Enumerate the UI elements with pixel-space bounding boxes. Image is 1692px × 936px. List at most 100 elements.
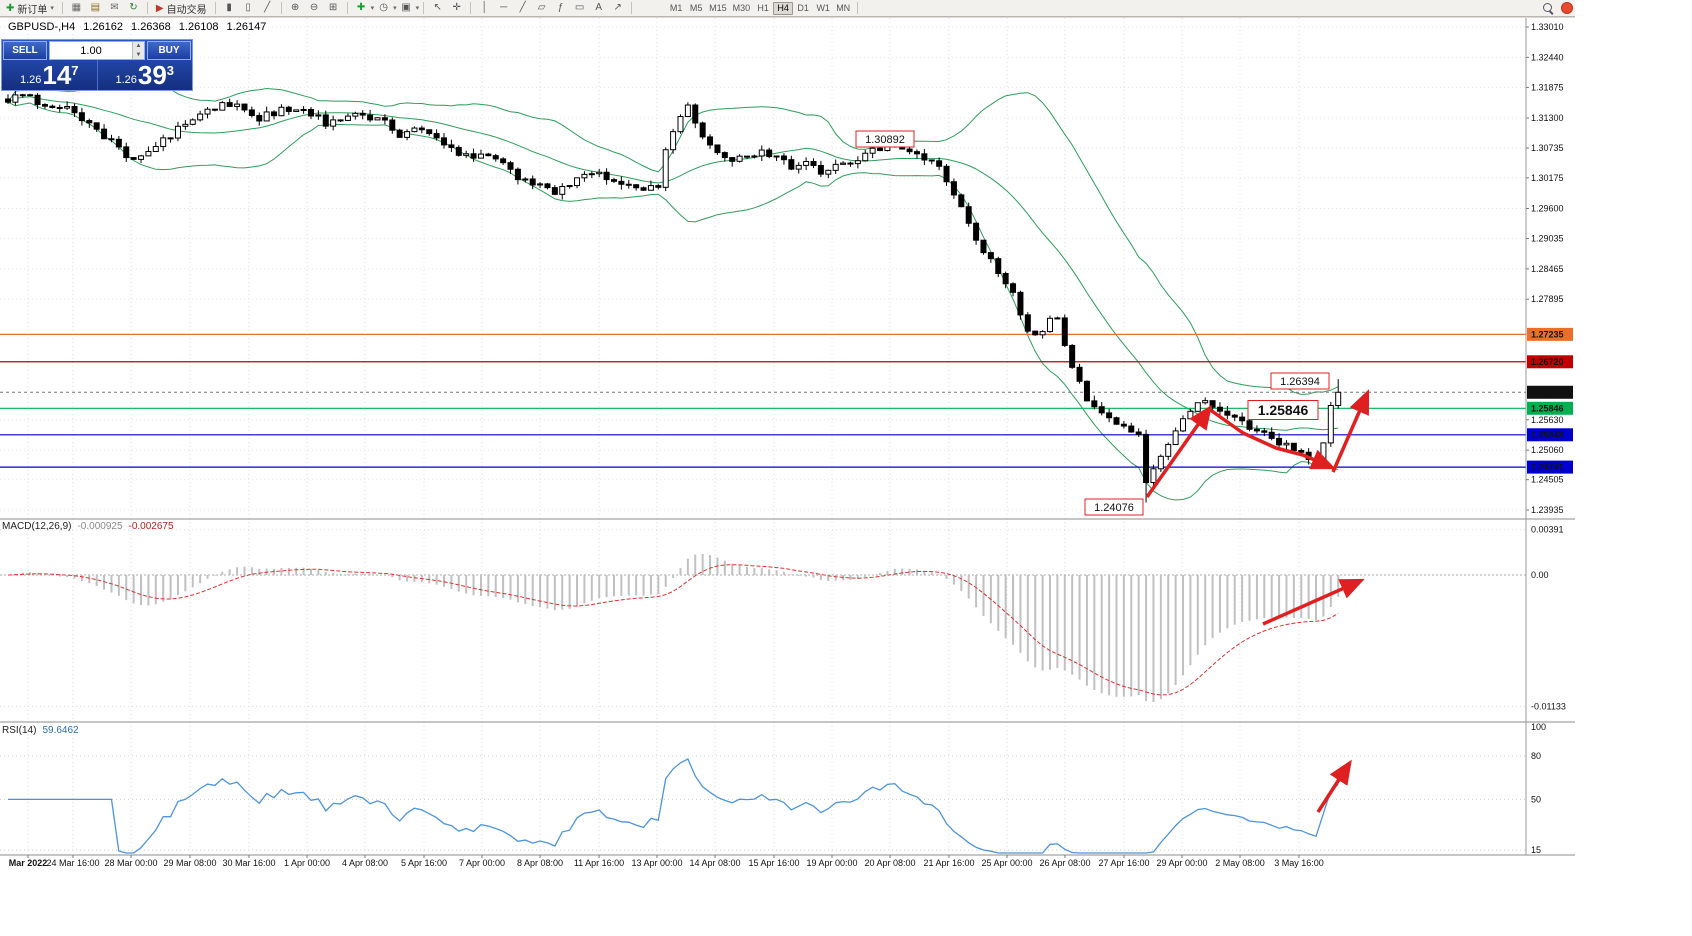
- rsi-axis-label: 80: [1531, 751, 1541, 761]
- time-axis-label: Mar 2022: [9, 858, 48, 868]
- svg-text:1.25846: 1.25846: [1531, 403, 1564, 413]
- mail-icon[interactable]: ✉: [110, 2, 119, 13]
- price-axis-label: 1.23935: [1531, 505, 1564, 515]
- refresh-icon[interactable]: ↻: [129, 2, 138, 13]
- periods-icon[interactable]: ◷: [379, 2, 388, 13]
- timeframe-h4[interactable]: H4: [773, 1, 794, 15]
- buy-button[interactable]: BUY: [147, 41, 191, 60]
- profile-icon[interactable]: ▤: [90, 2, 101, 13]
- search-icon[interactable]: [1542, 2, 1555, 15]
- chevron-down-icon[interactable]: ▾: [393, 5, 397, 12]
- rsi-axis-label: 50: [1531, 794, 1541, 804]
- autotrade-button[interactable]: ▶ 自动交易: [152, 1, 211, 16]
- shapes-icon[interactable]: ▭: [574, 2, 585, 13]
- price-axis-label: 1.25060: [1531, 445, 1564, 455]
- chevron-down-icon[interactable]: ▾: [415, 5, 420, 12]
- annotations[interactable]: 1.30892 1.26394 1.25846 1.24076: [855, 130, 1370, 813]
- trend-arrow[interactable]: [1331, 389, 1370, 473]
- panel-separators[interactable]: [0, 16, 1575, 856]
- grid-lines: [0, 18, 1526, 853]
- price-callout-box[interactable]: [1247, 400, 1319, 420]
- horizontal-line-icon[interactable]: ─: [500, 2, 508, 13]
- ask-price[interactable]: 1.26 39 3: [115, 60, 175, 90]
- svg-text:1.27235: 1.27235: [1531, 329, 1564, 339]
- toolbar-separator: [214, 2, 216, 14]
- timeframe-m5[interactable]: M5: [686, 2, 706, 15]
- time-axis-label: 8 Apr 08:00: [517, 858, 563, 868]
- trend-arrow[interactable]: [1145, 404, 1213, 499]
- candles: [5, 90, 1342, 503]
- timeframe-w1[interactable]: W1: [813, 2, 833, 15]
- toolbar-separator: [280, 2, 282, 14]
- rsi-axis-label: 100: [1531, 722, 1546, 732]
- bar-chart-icon[interactable]: ▮: [226, 2, 232, 13]
- timeframe-m1[interactable]: M1: [666, 2, 686, 15]
- time-axis-label: 20 Apr 08:00: [864, 858, 915, 868]
- time-axis[interactable]: Mar 2022 24 Mar 16:00 28 Mar 00:00 29 Mar 0…: [9, 855, 1324, 868]
- time-axis-label: 27 Apr 16:00: [1098, 858, 1149, 868]
- zoom-in-icon[interactable]: ⊕: [290, 2, 300, 13]
- toolbar-right-icons: [1542, 2, 1573, 15]
- rsi-panel: [0, 755, 1526, 854]
- macd-main-value: -0.000925: [77, 521, 123, 532]
- spinner-up-icon[interactable]: ▲: [133, 42, 144, 51]
- bid-price[interactable]: 1.26 14 7: [19, 60, 79, 90]
- chevron-down-icon[interactable]: ▾: [370, 5, 375, 12]
- arrows-icon[interactable]: ↗: [613, 2, 622, 13]
- chevron-down-icon: ▾: [50, 5, 54, 12]
- bid-ask-divider: [96, 60, 98, 90]
- sell-button[interactable]: SELL: [3, 41, 47, 60]
- volume-spinner[interactable]: ▲ ▼: [132, 42, 144, 59]
- timeframe-m15[interactable]: M15: [706, 2, 730, 15]
- text-icon[interactable]: A: [595, 2, 602, 13]
- timeframe-m30[interactable]: M30: [730, 2, 754, 15]
- trendline-icon[interactable]: ╱: [519, 2, 526, 13]
- zoom-out-icon[interactable]: ⊖: [309, 2, 319, 13]
- channel-icon[interactable]: ▱: [537, 2, 546, 13]
- notification-icon[interactable]: [1561, 2, 1573, 14]
- chart-canvas[interactable]: 1.33010 1.32440 1.31875 1.31300 1.30735 1.301…: [0, 0, 1575, 872]
- indicators-add-icon[interactable]: ✚: [356, 2, 366, 13]
- time-axis-label: 29 Apr 00:00: [1156, 858, 1207, 868]
- tile-windows-icon[interactable]: ⊞: [328, 2, 338, 13]
- vertical-line-icon[interactable]: │: [481, 2, 488, 13]
- templates-icon[interactable]: ▣: [401, 2, 411, 13]
- price-axis-label: 1.31300: [1531, 113, 1564, 123]
- rsi-header: RSI(14) 59.6462: [2, 725, 79, 736]
- volume-stepper[interactable]: 1.00 ▲ ▼: [49, 41, 145, 60]
- fibonacci-icon[interactable]: ƒ: [557, 2, 564, 13]
- line-chart-icon[interactable]: ╱: [264, 2, 271, 13]
- svg-text:1.25348: 1.25348: [1531, 430, 1564, 440]
- timeframe-h1[interactable]: H1: [753, 2, 773, 15]
- price-callout-box[interactable]: [1270, 372, 1330, 390]
- crosshair-icon[interactable]: ✛: [452, 2, 461, 13]
- toolbar-separator: [631, 2, 633, 14]
- time-axis-label: 29 Mar 08:00: [163, 858, 216, 868]
- time-axis-label: 5 Apr 16:00: [401, 858, 447, 868]
- charts-grid-icon[interactable]: ▦: [71, 2, 82, 13]
- price-callout-box[interactable]: [1084, 498, 1144, 516]
- macd-name: MACD(12,26,9): [2, 521, 72, 532]
- price-axis-label: 1.25630: [1531, 415, 1564, 425]
- candlestick-chart-icon[interactable]: ▯: [245, 2, 251, 13]
- price-axis-label: 1.30735: [1531, 143, 1564, 153]
- price-axis-label: 1.28465: [1531, 264, 1564, 274]
- trend-arrow[interactable]: [1207, 407, 1336, 470]
- one-click-trading-panel: SELL 1.00 ▲ ▼ BUY 1.26 14 7 1.26 39 3: [1, 39, 193, 91]
- trend-arrow[interactable]: [1262, 578, 1365, 626]
- volume-value[interactable]: 1.00: [80, 44, 102, 57]
- autotrade-play-icon: ▶: [155, 2, 164, 14]
- price-level-axis-label: [1527, 428, 1573, 442]
- timeframe-mn[interactable]: MN: [833, 2, 853, 15]
- new-order-button[interactable]: ✚ 新订单 ▾: [2, 1, 58, 16]
- rsi-value: 59.6462: [42, 725, 79, 736]
- timeframe-d1[interactable]: D1: [793, 2, 813, 15]
- spinner-down-icon[interactable]: ▼: [133, 50, 144, 59]
- time-axis-label: 30 Mar 16:00: [222, 858, 275, 868]
- cursor-icon[interactable]: ↖: [433, 2, 442, 13]
- horizontal-level-lines[interactable]: [0, 333, 1526, 468]
- trend-arrow[interactable]: [1316, 759, 1352, 813]
- price-axis[interactable]: 1.33010 1.32440 1.31875 1.31300 1.30735 1.301…: [1525, 18, 1573, 855]
- price-callout-box[interactable]: [855, 130, 915, 148]
